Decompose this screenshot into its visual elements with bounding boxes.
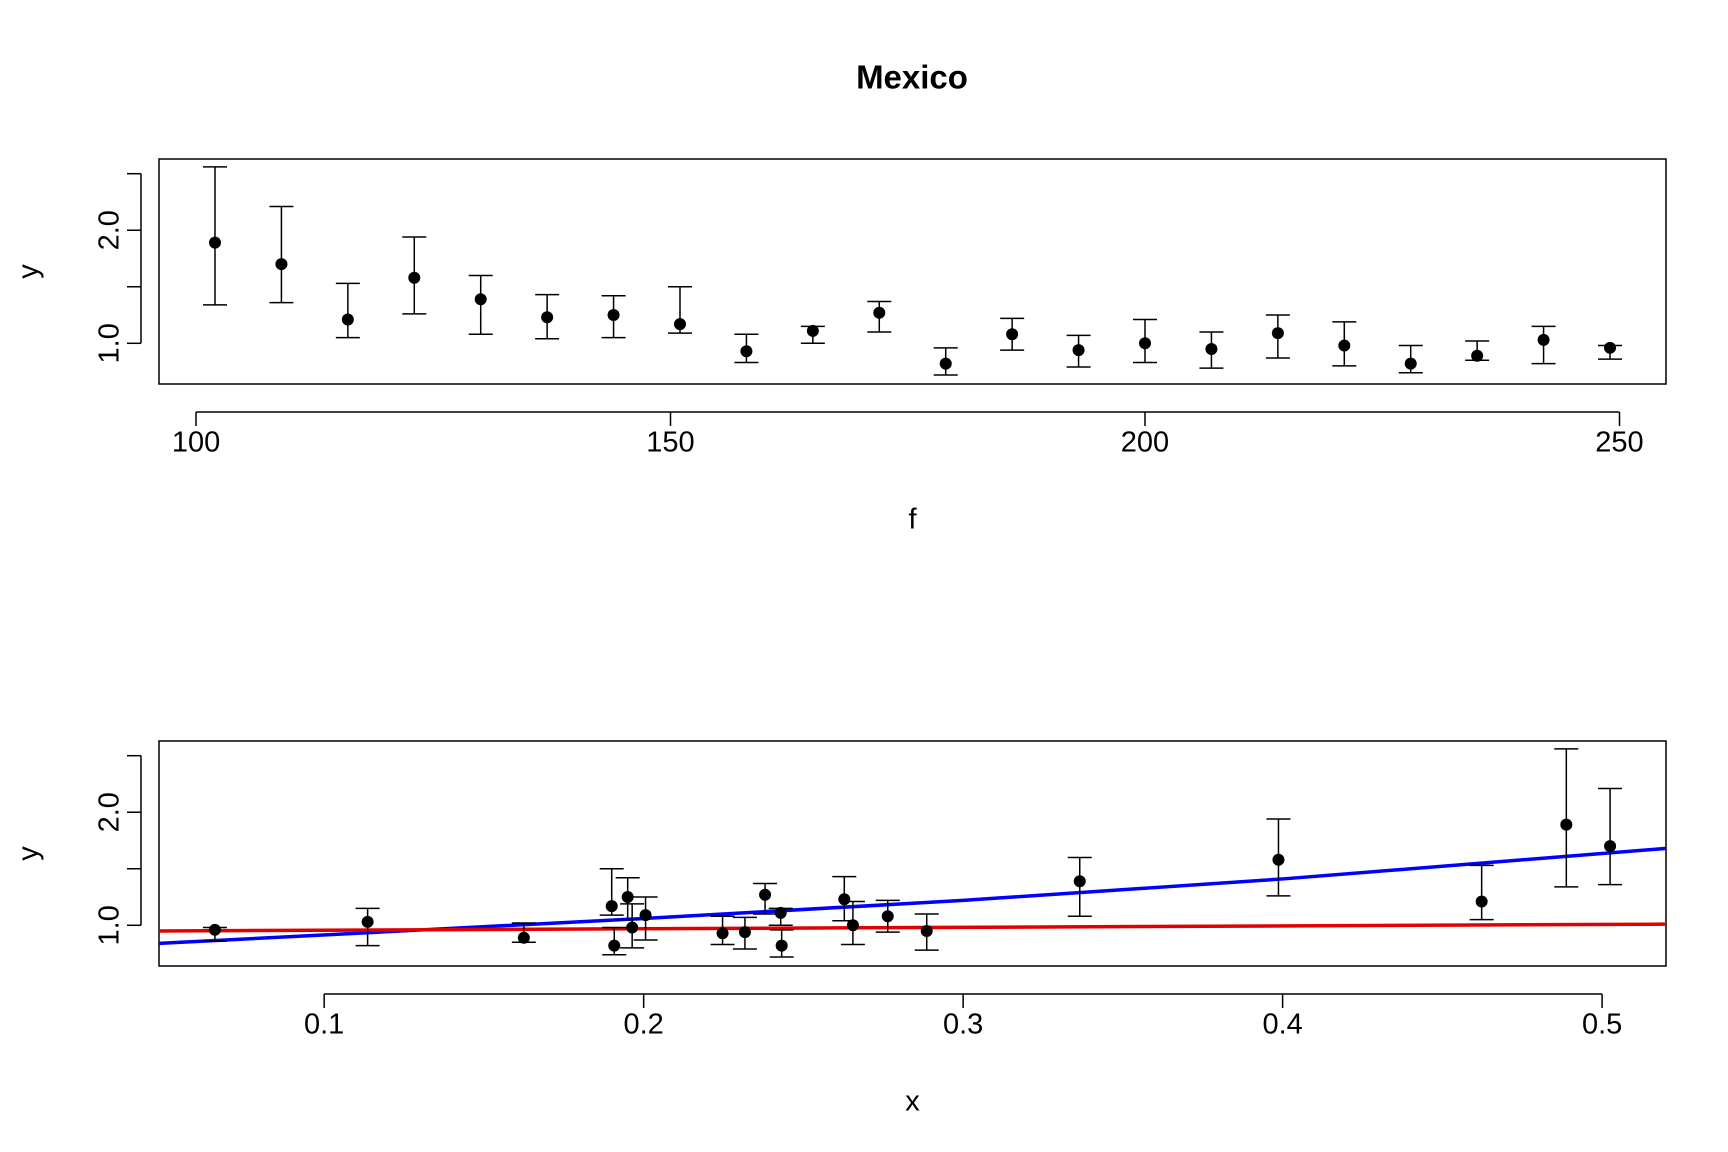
point	[881, 910, 894, 923]
point	[621, 891, 634, 904]
point	[605, 900, 618, 913]
point	[361, 915, 374, 928]
plot-box	[158, 158, 1667, 385]
point	[1604, 840, 1617, 853]
point	[1560, 818, 1573, 831]
point	[208, 923, 221, 936]
point	[673, 318, 686, 331]
point	[838, 893, 851, 906]
point	[1205, 342, 1218, 355]
y-axis-label: y	[13, 846, 45, 861]
point	[806, 324, 819, 337]
point	[517, 931, 530, 944]
fit-line	[158, 922, 1667, 933]
point	[774, 906, 787, 919]
point	[626, 921, 639, 934]
point	[607, 309, 620, 322]
x-tick-label: 200	[1121, 427, 1169, 459]
x-tick-label: 150	[646, 427, 694, 459]
point	[1338, 339, 1351, 352]
x-tick-label: 250	[1595, 427, 1643, 459]
x-tick-label: 100	[172, 427, 220, 459]
x-tick-label: 0.1	[304, 1009, 344, 1041]
x-tick-label: 0.4	[1262, 1009, 1302, 1041]
point	[1271, 327, 1284, 340]
point	[1006, 328, 1019, 341]
point	[1139, 337, 1152, 350]
x-tick-label: 0.3	[943, 1009, 983, 1041]
point	[716, 927, 729, 940]
y-tick-label: 1.0	[94, 323, 126, 363]
point	[408, 271, 421, 284]
x-tick-label: 0.2	[623, 1009, 663, 1041]
point	[775, 939, 788, 952]
point	[1072, 344, 1085, 357]
point	[474, 293, 487, 306]
point	[939, 357, 952, 370]
point	[740, 345, 753, 358]
point	[608, 939, 621, 952]
point	[759, 888, 772, 901]
y-axis-label: y	[13, 264, 45, 279]
point	[1073, 875, 1086, 888]
x-axis-label: x	[905, 1086, 920, 1118]
point	[275, 258, 288, 271]
point	[639, 909, 652, 922]
plot-box	[158, 740, 1667, 967]
point	[1537, 333, 1550, 346]
point	[1272, 853, 1285, 866]
point	[1604, 341, 1617, 354]
point	[341, 313, 354, 326]
fit-line	[158, 846, 1667, 946]
point	[920, 924, 933, 937]
point	[1404, 357, 1417, 370]
y-tick-label: 1.0	[94, 905, 126, 945]
point	[873, 306, 886, 319]
x-tick-label: 0.5	[1582, 1009, 1622, 1041]
point	[738, 926, 751, 939]
point	[846, 919, 859, 932]
point	[541, 311, 554, 324]
point	[1471, 349, 1484, 362]
y-tick-label: 2.0	[94, 792, 126, 832]
x-axis-label: f	[908, 504, 917, 536]
point	[208, 236, 221, 249]
point	[1475, 895, 1488, 908]
chart-title: Mexico	[856, 59, 968, 96]
y-tick-label: 2.0	[94, 210, 126, 250]
